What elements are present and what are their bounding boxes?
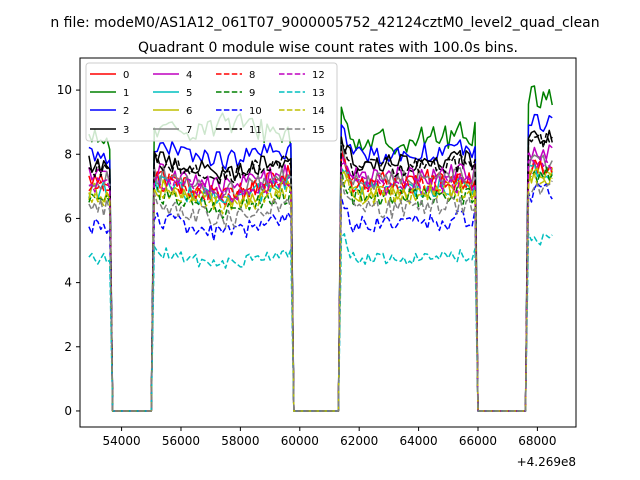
y-tick-label: 8 — [64, 147, 72, 161]
series-line-13 — [88, 232, 553, 412]
legend-label: 12 — [312, 70, 325, 81]
legend-label: 1 — [123, 88, 129, 99]
legend-label: 10 — [249, 106, 262, 117]
x-tick-label: 54000 — [102, 434, 140, 448]
y-axis: 0 2 4 6 8 10 — [57, 83, 80, 418]
legend-label: 6 — [186, 106, 192, 117]
series-line-10 — [88, 182, 553, 412]
legend-label: 13 — [312, 88, 325, 99]
x-tick-label: 62000 — [340, 434, 378, 448]
y-tick-label: 0 — [64, 404, 72, 418]
x-tick-label: 60000 — [281, 434, 319, 448]
y-tick-label: 10 — [57, 83, 72, 97]
legend-label: 5 — [186, 88, 192, 99]
legend-label: 7 — [186, 125, 192, 136]
legend-box — [85, 62, 338, 142]
x-tick-label: 58000 — [221, 434, 259, 448]
series-line-11 — [88, 132, 553, 412]
series-line-6 — [88, 167, 553, 412]
legend-label: 8 — [249, 70, 255, 81]
series-line-5 — [88, 163, 553, 412]
legend-label: 11 — [249, 125, 262, 136]
series-line-14 — [88, 168, 553, 412]
y-tick-label: 6 — [64, 211, 72, 225]
legend-label: 14 — [312, 106, 325, 117]
legend-label: 4 — [186, 70, 192, 81]
y-tick-label: 4 — [64, 276, 72, 290]
legend-label: 9 — [249, 88, 255, 99]
series-line-9 — [88, 166, 553, 412]
legend-label: 3 — [123, 125, 129, 136]
figure-suptitle: n file: modeM0/AS1A12_061T07_9000005752_… — [50, 15, 599, 31]
x-axis: 54000 56000 58000 60000 62000 64000 66000 68000 — [102, 427, 556, 448]
x-tick-label: 64000 — [399, 434, 437, 448]
legend-label: 0 — [123, 70, 129, 81]
legend-label: 2 — [123, 106, 129, 117]
y-tick-label: 2 — [64, 340, 72, 354]
plot-frame — [79, 57, 577, 428]
x-offset-label: +4.269e8 — [517, 455, 576, 469]
x-tick-label: 56000 — [162, 434, 200, 448]
x-tick-label: 68000 — [518, 434, 556, 448]
legend-label: 15 — [312, 125, 325, 136]
chart-title: Quadrant 0 module wise count rates with … — [138, 40, 518, 56]
x-tick-label: 66000 — [459, 434, 497, 448]
series-layer — [88, 85, 553, 412]
series-line-15 — [88, 174, 553, 412]
